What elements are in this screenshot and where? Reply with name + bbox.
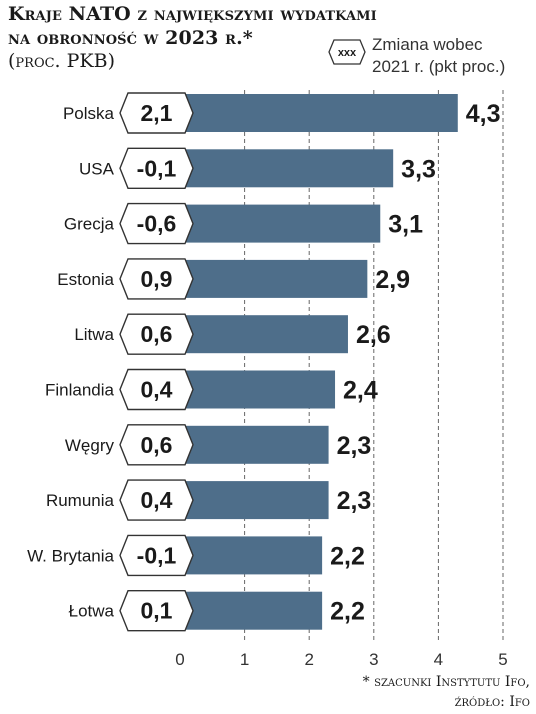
legend: xxx Zmiana wobec 2021 r. (pkt proc.): [328, 34, 533, 80]
bar-2: [180, 204, 381, 243]
category-label-0: Polska: [63, 104, 115, 123]
legend-text: Zmiana wobec 2021 r. (pkt proc.): [372, 34, 505, 78]
category-label-8: W. Brytania: [27, 546, 114, 565]
value-label-4: 2,6: [356, 321, 391, 349]
change-badge-2: [119, 202, 194, 245]
value-label-6: 2,3: [337, 432, 372, 460]
bar-8: [180, 536, 323, 575]
bar-7: [180, 481, 329, 520]
chart-subtitle: (proc. PKB): [8, 50, 115, 72]
title-line-1: Kraje NATO z największymi wydatkami: [8, 3, 377, 25]
bar-3: [180, 259, 368, 298]
category-label-7: Rumunia: [46, 491, 115, 510]
change-badge-3: [119, 258, 194, 300]
title-line-2: na obronność w 2023 r.*: [8, 27, 253, 49]
change-badge-4: [119, 313, 194, 355]
change-label-7: 0,4: [141, 487, 173, 513]
footnote-line-2: źródło: Ifo: [454, 694, 530, 710]
value-label-5: 2,4: [343, 377, 378, 405]
chart-title: Kraje NATO z największymi wydatkami na o…: [8, 2, 377, 50]
category-label-5: Finlandia: [45, 381, 115, 400]
category-label-1: USA: [79, 159, 115, 178]
change-badge-8: [119, 534, 194, 577]
value-label-7: 2,3: [337, 487, 372, 515]
change-badge-6: [119, 424, 194, 466]
value-label-9: 2,2: [330, 598, 365, 626]
x-tick-label-2: 2: [304, 650, 313, 669]
bar-0: [180, 94, 458, 132]
footnote: * szacunki Instytutu Ifo, źródło: Ifo: [363, 672, 530, 712]
bar-4: [180, 315, 348, 354]
x-tick-label-5: 5: [498, 650, 507, 669]
bar-9: [180, 591, 323, 630]
value-label-2: 3,1: [388, 211, 423, 239]
legend-text-line-1: Zmiana wobec: [372, 35, 483, 54]
category-label-6: Węgry: [65, 436, 115, 455]
change-badge-9: [119, 590, 194, 632]
bar-5: [180, 370, 336, 409]
change-label-0: 2,1: [141, 100, 173, 126]
legend-text-line-2: 2021 r. (pkt proc.): [372, 57, 506, 76]
change-badge-1: [119, 147, 194, 190]
category-label-9: Łotwa: [69, 602, 115, 621]
change-label-5: 0,4: [141, 377, 173, 403]
change-label-4: 0,6: [141, 321, 173, 347]
change-label-2: -0,6: [137, 211, 177, 237]
x-tick-label-3: 3: [369, 650, 378, 669]
change-label-3: 0,9: [141, 266, 173, 292]
change-badge-5: [119, 368, 194, 411]
bar-6: [180, 425, 329, 464]
footnote-line-1: * szacunki Instytutu Ifo,: [362, 674, 530, 690]
legend-badge-text: xxx: [338, 47, 357, 59]
change-badge-0: [119, 92, 194, 134]
bar-1: [180, 149, 394, 188]
change-label-8: -0,1: [137, 542, 177, 568]
category-label-2: Grecja: [64, 215, 115, 234]
change-label-1: -0,1: [137, 155, 177, 181]
value-label-1: 3,3: [401, 155, 436, 183]
x-tick-label-0: 0: [175, 650, 184, 669]
x-tick-label-1: 1: [240, 650, 249, 669]
value-label-3: 2,9: [375, 266, 410, 294]
change-label-6: 0,6: [141, 432, 173, 458]
change-label-9: 0,1: [141, 598, 173, 624]
change-badge-7: [119, 479, 194, 521]
legend-badge-icon: xxx: [328, 39, 366, 65]
category-label-3: Estonia: [57, 270, 114, 289]
category-label-4: Litwa: [74, 325, 114, 344]
value-label-0: 4,3: [466, 100, 501, 128]
x-tick-label-4: 4: [434, 650, 443, 669]
value-label-8: 2,2: [330, 542, 365, 570]
